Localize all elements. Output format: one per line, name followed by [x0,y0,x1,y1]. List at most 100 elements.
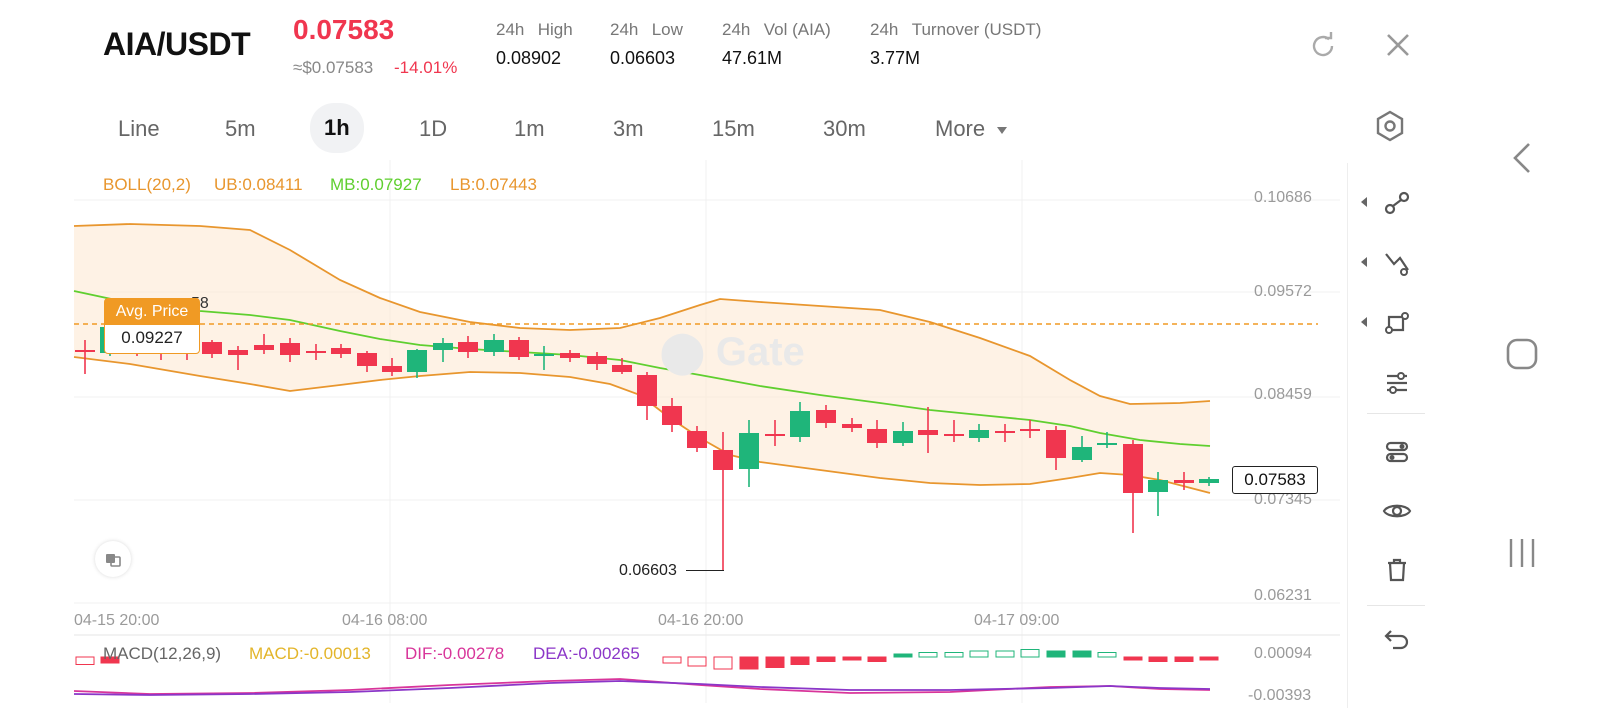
chart-style-toggle-icon[interactable] [95,541,131,577]
boll-mb: MB:0.07927 [330,175,422,194]
trash-icon[interactable] [1377,550,1417,590]
candle-body [842,424,862,428]
candle-body [433,343,453,350]
macd-bar [1199,656,1219,661]
candle-body [1199,479,1219,483]
stat-value: 47.61M [722,48,783,68]
stat-turnover: 24h Turnover (USDT) 3.77M [870,20,1041,69]
macd-bar [969,650,989,658]
macd-bar [944,652,964,658]
current-price-tag: 0.07583 [1232,466,1318,494]
macd-bar [1174,656,1194,662]
toolbar-divider [1367,413,1425,414]
kline-chart[interactable]: ⬤ Gate [0,160,1350,720]
candle-body [995,431,1015,433]
stat-label: Vol (AIA) [763,20,831,39]
undo-icon[interactable] [1377,620,1417,660]
toolbar-divider [1367,605,1425,606]
stat-label: Low [651,20,683,39]
sliders-icon[interactable] [1377,363,1417,403]
candle-body [407,350,427,372]
candle-body [1072,447,1092,460]
expand-arrow-icon[interactable] [1361,317,1367,327]
macd-bar [1148,656,1168,662]
tab-5m[interactable]: 5m [225,116,256,141]
stat-label: High [537,20,573,39]
candle-body [662,406,682,425]
expand-arrow-icon[interactable] [1361,197,1367,207]
macd-bar [1123,656,1143,661]
macd-axis-label: -0.00393 [1248,687,1312,704]
candle-body [1148,480,1168,492]
candle-body [969,430,989,438]
expand-arrow-icon[interactable] [1361,257,1367,267]
candle-body [893,431,913,443]
tab-15m[interactable]: 15m [712,116,755,141]
stat-label: 24h [722,20,751,39]
stat-value: 0.08902 [496,48,562,68]
time-axis-label: 04-17 09:00 [974,612,1060,629]
tab-1m[interactable]: 1m [514,116,545,141]
tab-3m[interactable]: 3m [613,116,644,141]
tab-more[interactable]: More [921,108,1021,150]
candle-body [458,342,478,352]
tab-line[interactable]: Line [118,116,160,141]
crosshair-line-icon[interactable] [1377,243,1417,283]
stat-label: 24h [496,20,525,39]
macd-bar [790,656,810,665]
avg-price-tag[interactable]: Avg. Price 0.09227 [104,298,200,354]
chart-settings-icon[interactable] [1372,108,1408,149]
macd-title: MACD(12,26,9) [103,644,222,663]
price-axis-label: 0.10686 [1254,189,1312,206]
macd-bar [662,656,682,664]
macd-axis-label: 0.00094 [1254,645,1312,662]
candle-body [765,434,785,436]
candle-body [484,340,504,352]
macd-bar [1046,650,1066,658]
macd-bar [765,656,785,668]
refresh-icon[interactable] [1305,28,1341,69]
macd-bar [995,650,1015,658]
last-price: 0.07583 [293,14,395,45]
tab-30m[interactable]: 30m [823,116,866,141]
candle-body [918,430,938,435]
tab-1d[interactable]: 1D [419,116,448,141]
boll-band-fill [74,224,1210,493]
candle-body [1174,480,1194,483]
stat-value: 0.06603 [610,48,676,68]
boll-upper-line [73,223,1211,405]
dea-line [73,680,1211,696]
trendline-icon[interactable] [1377,183,1417,223]
candle-body [254,345,274,350]
candle-body [867,429,887,443]
price-axis-label: 0.09572 [1254,283,1312,300]
macd-bar [842,656,862,661]
candles [75,322,1219,570]
candle-body [1097,443,1117,445]
macd-bar [1020,649,1040,658]
indicator-icon[interactable] [1377,432,1417,472]
shape-icon[interactable] [1377,303,1417,343]
avg-price-label: Avg. Price [105,299,199,325]
home-icon[interactable] [1505,337,1539,376]
candle-body [75,350,95,352]
candle-body [280,343,300,355]
tab-1h[interactable]: 1h [310,103,364,153]
candle-body [306,351,326,353]
candle-body [534,354,554,356]
price-axis-label: 0.07345 [1254,491,1312,508]
candle-body [1046,430,1066,458]
stat-volume: 24h Vol (AIA) 47.61M [722,20,831,69]
back-icon[interactable] [1507,138,1537,183]
time-axis-label: 04-16 08:00 [342,612,428,629]
macd-bar [893,653,913,658]
tab-more-label: More [935,116,986,141]
macd-histogram [75,649,1219,670]
macd-bar [918,652,938,658]
recents-icon[interactable] [1507,536,1537,575]
stat-high: 24h High 0.08902 [496,20,573,69]
eye-icon[interactable] [1377,491,1417,531]
macd-bar [867,656,887,662]
macd-bar [100,656,120,664]
close-icon[interactable] [1381,28,1415,67]
